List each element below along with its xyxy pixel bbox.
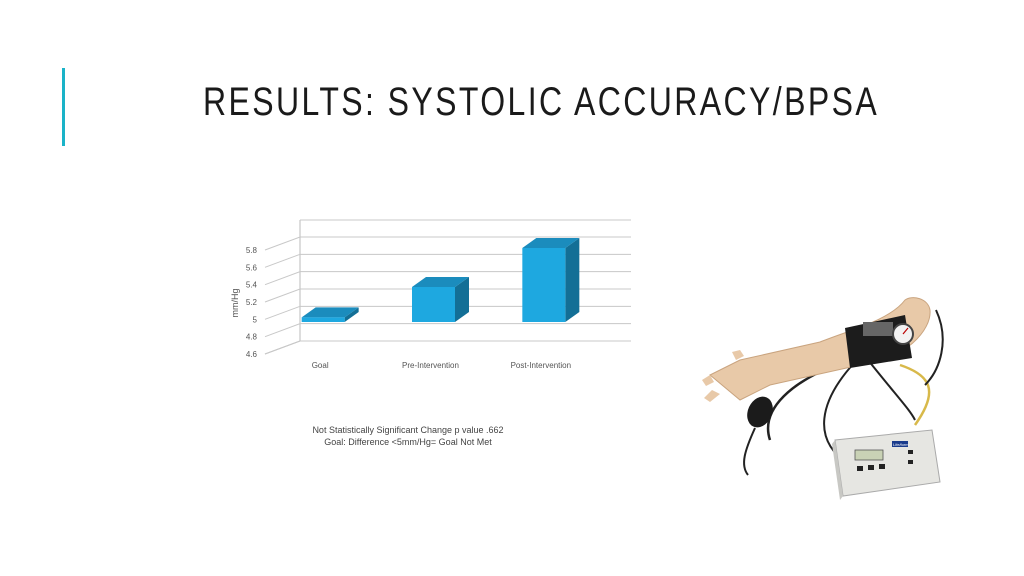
gridline [264, 236, 631, 251]
gridline [264, 340, 631, 355]
bar [412, 277, 469, 322]
gridline [264, 253, 631, 268]
x-category-label: Post-Intervention [511, 361, 571, 370]
gridline [264, 305, 631, 320]
y-tick-label: 4.6 [246, 350, 258, 359]
title-accent-bar [62, 68, 65, 146]
y-tick-label: 5 [253, 315, 258, 324]
y-tick-label: 5.2 [246, 298, 258, 307]
y-axis-label: mm/Hg [230, 289, 240, 318]
bar [301, 307, 359, 322]
chart-grid [264, 219, 631, 355]
bar [522, 238, 580, 322]
gridline [264, 271, 631, 286]
y-tick-label: 4.8 [246, 333, 258, 342]
chart-bars [301, 238, 580, 322]
gridline [264, 288, 631, 303]
x-category-label: Pre-Intervention [402, 361, 459, 370]
x-axis-categories: Goal Pre-Intervention Post-Intervention [312, 361, 571, 370]
y-tick-label: 5.8 [246, 246, 258, 255]
x-category-label: Goal [312, 361, 329, 370]
y-tick-label: 5.4 [246, 281, 258, 290]
svg-text:Life/form: Life/form [893, 442, 909, 447]
y-axis-ticks: 4.6 4.8 5 5.2 5.4 5.6 5.8 [246, 246, 258, 359]
significance-note: Not Statistically Significant Change p v… [312, 425, 504, 435]
y-tick-label: 5.6 [246, 263, 258, 272]
goal-note: Goal: Difference <5mm/Hg= Goal Not Met [324, 437, 492, 447]
bp-simulator-arm-icon: Life/form [702, 297, 944, 500]
slide-title: RESULTS: SYSTOLIC ACCURACY/BPSA [203, 80, 880, 124]
chart-notes: Not Statistically Significant Change p v… [258, 424, 558, 448]
gridline [264, 323, 631, 338]
